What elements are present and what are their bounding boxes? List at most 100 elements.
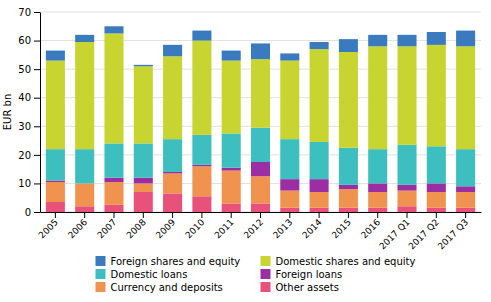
series (46, 26, 475, 66)
bar-segment (397, 46, 416, 145)
bar-segment (192, 196, 211, 212)
bar-segment (251, 176, 270, 203)
bar-segment (192, 41, 211, 135)
tick-mark (319, 212, 320, 218)
bar-segment (222, 168, 241, 171)
tick-label: 2012 (242, 217, 265, 240)
tick-label: 2006 (66, 217, 89, 240)
bar-segment (339, 39, 358, 52)
tick: 2012 (242, 212, 265, 240)
bar-segment (310, 192, 329, 208)
bar-segment (456, 186, 475, 192)
bar-segment (251, 203, 270, 212)
legend-swatch (261, 256, 271, 266)
tick-label: 10 (18, 178, 31, 189)
bar-segment (427, 183, 446, 192)
tick: 30 (18, 121, 40, 132)
legend-label: Foreign shares and equity (111, 256, 241, 267)
bar-segment (75, 149, 94, 183)
bar-segment (310, 42, 329, 49)
tick: 50 (18, 64, 40, 75)
bar-segment (163, 45, 182, 56)
bar-segment (163, 173, 182, 193)
bar-segment (339, 208, 358, 212)
legend-item: Foreign loans (261, 269, 343, 280)
y-axis-title: EUR bn (2, 94, 13, 130)
legend-item: Domestic loans (96, 269, 188, 280)
bar-segment (280, 61, 299, 140)
bar-segment (222, 171, 241, 204)
tick: 2013 (271, 212, 294, 240)
tick-mark (34, 41, 40, 42)
tick: 2008 (125, 212, 148, 240)
legend-item: Domestic shares and equity (261, 256, 416, 267)
bar-segment (75, 206, 94, 212)
grid-line (40, 12, 481, 13)
legend-swatch (96, 282, 106, 292)
legend-swatch (96, 269, 106, 279)
legend-label: Domestic shares and equity (276, 256, 416, 267)
bar-segment (46, 61, 65, 150)
bar-segment (134, 178, 153, 184)
tick-label: 2007 (95, 217, 118, 240)
bar-segment (163, 139, 182, 172)
tick: 2016 (359, 212, 382, 240)
tick-mark (34, 126, 40, 127)
tick-mark (201, 212, 202, 218)
tick: 10 (18, 178, 40, 189)
bars (46, 26, 475, 212)
tick-mark (260, 212, 261, 218)
bar-segment (251, 128, 270, 162)
legend-item: Foreign shares and equity (96, 256, 241, 267)
legend-swatch (261, 269, 271, 279)
bar-segment (46, 149, 65, 180)
bar-segment (397, 191, 416, 207)
bar-segment (339, 185, 358, 189)
bar-segment (75, 42, 94, 149)
bar-segment (104, 182, 123, 205)
bar-segment (310, 142, 329, 179)
tick-mark (34, 183, 40, 184)
legend-item: Currency and deposits (96, 282, 223, 293)
bar-segment (456, 149, 475, 186)
y-axis: 010203040506070 (18, 7, 40, 218)
tick-mark (55, 212, 56, 218)
bar-segment (134, 65, 153, 66)
bar-segment (310, 208, 329, 212)
tick-label: 2010 (183, 217, 206, 240)
tick: 2010 (183, 212, 206, 240)
bar-segment (368, 192, 387, 208)
bar-segment (104, 143, 123, 177)
tick-label: 0 (25, 207, 31, 218)
tick-label: 2014 (300, 217, 323, 240)
tick-mark (34, 12, 40, 13)
bar-segment (456, 208, 475, 212)
tick: 2006 (66, 212, 89, 240)
tick-label: 70 (18, 7, 31, 18)
bar-segment (163, 56, 182, 139)
bar-segment (397, 35, 416, 46)
tick-mark (436, 212, 437, 218)
bar-segment (427, 192, 446, 208)
tick: 0 (25, 207, 40, 218)
bar-segment (280, 179, 299, 190)
bar-segment (163, 172, 182, 173)
tick-mark (377, 212, 378, 218)
bar-segment (251, 43, 270, 59)
bar-segment (368, 183, 387, 192)
bar-segment (46, 182, 65, 202)
bar-segment (104, 205, 123, 212)
tick: 70 (18, 7, 40, 18)
tick-label: 60 (18, 35, 31, 46)
bar-segment (192, 165, 211, 166)
bar-segment (134, 66, 153, 143)
legend-label: Domestic loans (111, 269, 188, 280)
bar-segment (222, 203, 241, 212)
legend-item: Other assets (261, 282, 339, 293)
tick-mark (289, 212, 290, 218)
tick: 2005 (37, 212, 60, 240)
bar-segment (427, 208, 446, 212)
bar-segment (368, 35, 387, 46)
bar-segment (192, 135, 211, 165)
bar-segment (192, 166, 211, 196)
